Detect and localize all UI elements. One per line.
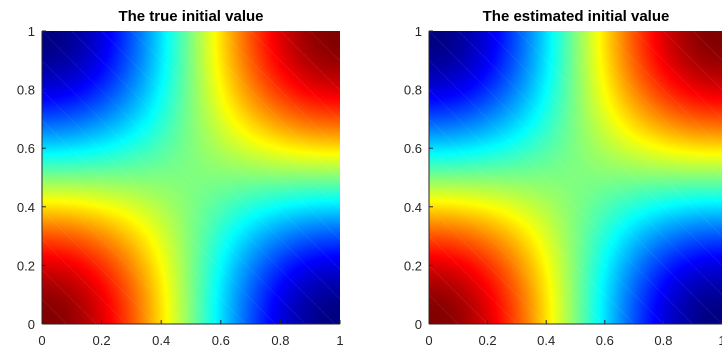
- mesh-lines: [429, 31, 722, 324]
- y-tick-label: 0.8: [404, 83, 422, 98]
- chart-panel-1: 0 0.2 0.4 0.6 0.8 1 0 0.2 0.4 0.6 0.8 1 The true ini…: [17, 8, 344, 348]
- x-tick-label: 0.8: [654, 333, 672, 348]
- y-tick-label: 0.6: [404, 141, 422, 156]
- x-tick-label: 0.4: [152, 333, 170, 348]
- y-tick-label: 0.2: [17, 258, 35, 273]
- heatmap-field: [429, 31, 722, 324]
- y-tick-label: 0: [28, 317, 35, 332]
- x-tick-label: 0.4: [537, 333, 555, 348]
- y-tick-label: 0: [415, 317, 422, 332]
- x-tick-label: 0.6: [212, 333, 230, 348]
- chart-title: The true initial value: [118, 8, 263, 25]
- y-tick-label: 0.4: [404, 200, 422, 215]
- x-tick-label: 0: [425, 333, 432, 348]
- y-tick-label: 0.8: [17, 83, 35, 98]
- heatmap-field: [42, 31, 340, 324]
- mesh-lines: [42, 31, 340, 324]
- chart-panel-2: 0 0.2 0.4 0.6 0.8 1 0 0.2 0.4 0.6 0.8 1 The estimate…: [404, 8, 722, 348]
- x-tick-label: 1: [718, 333, 722, 348]
- y-tick-label: 1: [415, 24, 422, 39]
- x-tick-label: 1: [336, 333, 343, 348]
- y-tick-label: 0.4: [17, 200, 35, 215]
- x-tick-label: 0.8: [271, 333, 289, 348]
- x-tick-label: 0.2: [479, 333, 497, 348]
- x-tick-label: 0.2: [93, 333, 111, 348]
- chart-title: The estimated initial value: [483, 8, 670, 25]
- y-tick-label: 0.6: [17, 141, 35, 156]
- y-tick-label: 1: [28, 24, 35, 39]
- x-tick-label: 0.6: [596, 333, 614, 348]
- x-tick-label: 0: [38, 333, 45, 348]
- y-tick-label: 0.2: [404, 258, 422, 273]
